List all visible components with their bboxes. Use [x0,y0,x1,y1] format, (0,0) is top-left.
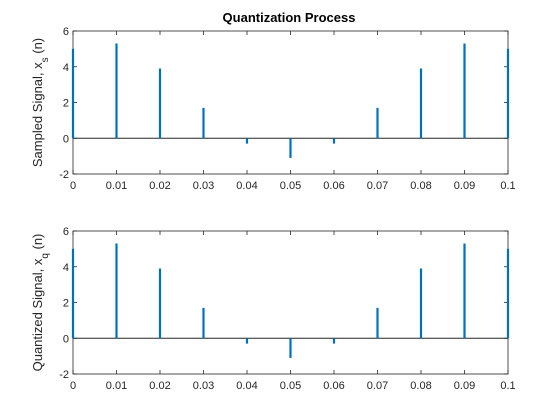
y-tick-label: 6 [63,226,69,238]
x-tick-label: 0.04 [236,380,257,392]
x-tick-label: 0.09 [454,180,475,192]
x-tick-label: 0.08 [410,380,431,392]
y-tick-label: 6 [63,26,69,38]
y-tick-label: 2 [63,98,69,110]
x-tick-label: 0.02 [149,380,170,392]
y-tick-label: 2 [63,298,69,310]
subplot-1: 0 0.01 0.02 0.03 0.04 0.05 0.06 0.07 0.08 0.09 0.1… [30,26,516,192]
y-tick-label: 0 [63,133,69,145]
x-tick-label: 0 [70,380,76,392]
axes-layer: 0 0.01 0.02 0.03 0.04 0.05 0.06 0.07 0.08 0.09 0.1… [30,26,516,392]
y-tick-label: -2 [59,169,69,181]
x-tick-label: 0.01 [106,380,127,392]
subplot-2: 0 0.01 0.02 0.03 0.04 0.05 0.06 0.07 0.08 0.09 0.1… [30,226,516,392]
y-tick-label: 4 [63,262,69,274]
x-tick-label: 0.04 [236,180,257,192]
x-tick-label: 0.03 [193,180,214,192]
x-tick-label: 0.02 [149,180,170,192]
chart-title: Quantization Process [223,10,356,25]
x-tick-label: 0 [70,180,76,192]
x-tick-label: 0.06 [323,180,344,192]
x-tick-label: 0.07 [367,180,388,192]
x-tick-label: 0.05 [280,380,301,392]
x-tick-label: 0.07 [367,380,388,392]
y-axis-label: Quantized Signal, xq (n) [30,234,51,372]
x-tick-label: 0.06 [323,380,344,392]
x-tick-label: 0.1 [500,380,515,392]
y-axis-label: Sampled Signal, xs (n) [30,38,51,167]
y-tick-label: 0 [63,333,69,345]
x-tick-label: 0.09 [454,380,475,392]
x-tick-label: 0.1 [500,180,515,192]
y-tick-label: 4 [63,62,69,74]
y-tick-label: -2 [59,369,69,381]
x-tick-label: 0.05 [280,180,301,192]
x-tick-label: 0.01 [106,180,127,192]
x-tick-label: 0.08 [410,180,431,192]
x-tick-label: 0.03 [193,380,214,392]
